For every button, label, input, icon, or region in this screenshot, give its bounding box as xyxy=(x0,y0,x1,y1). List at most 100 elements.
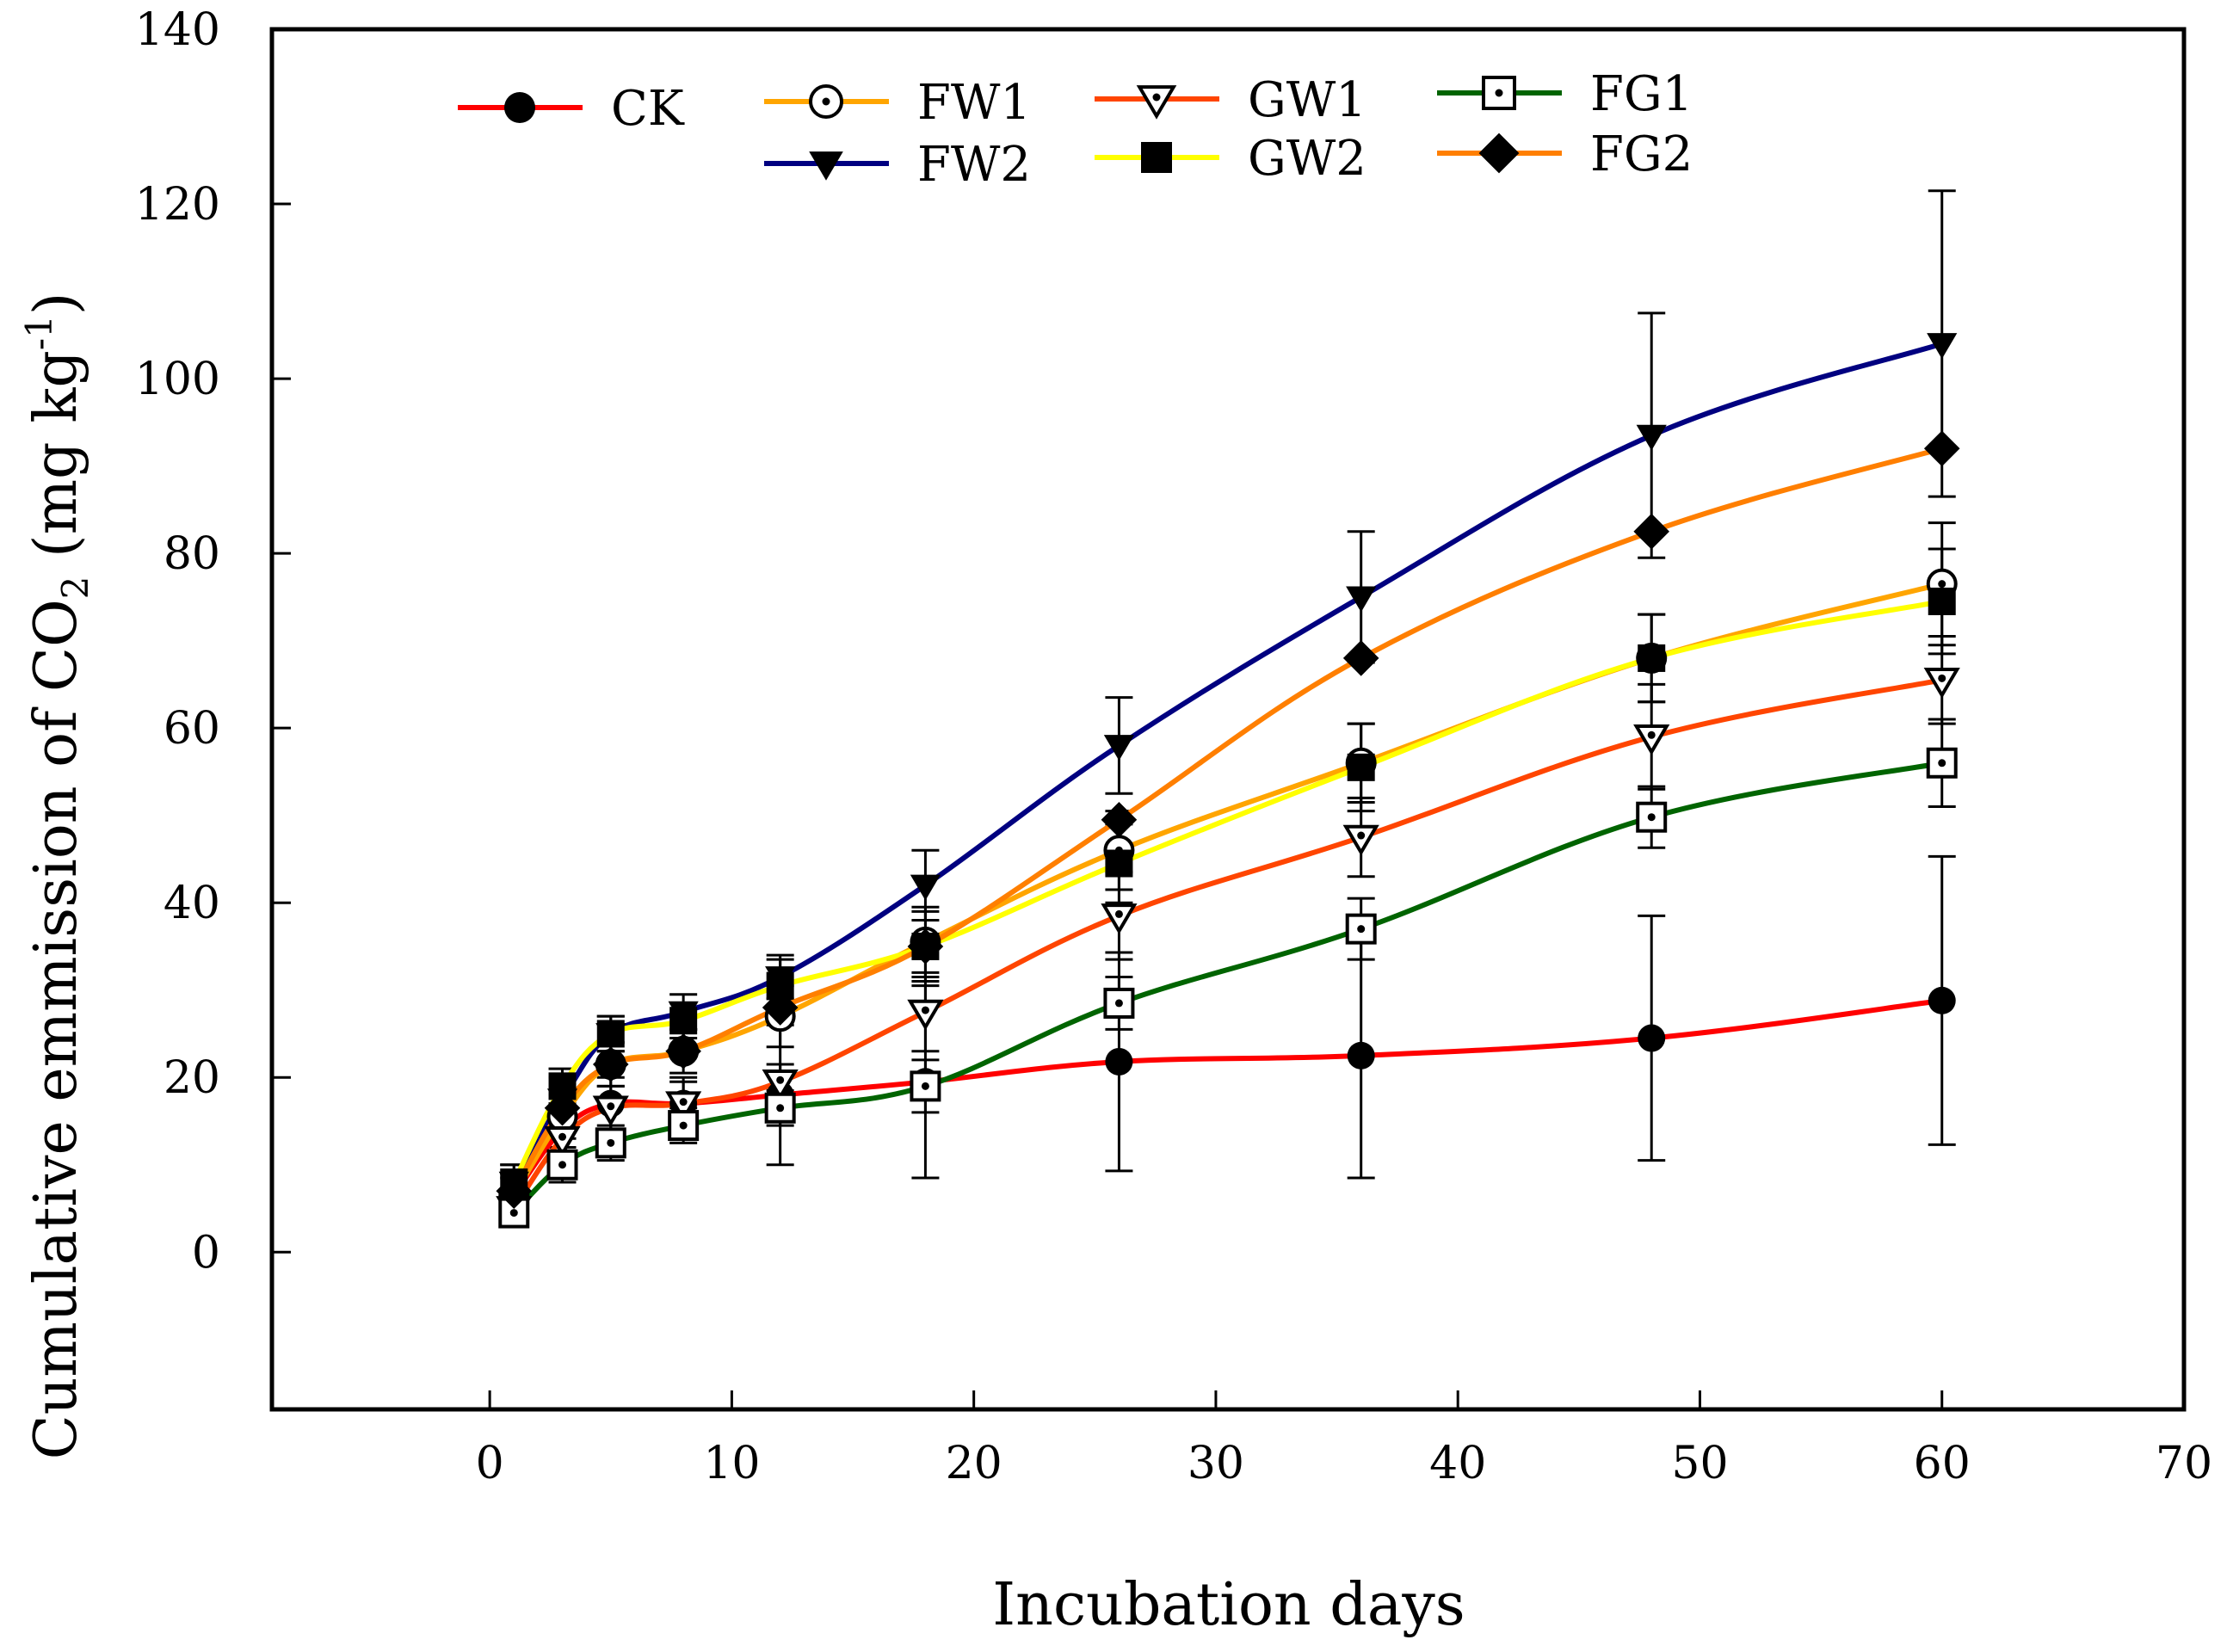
data-point-gw2 xyxy=(1638,644,1666,672)
marker-dot xyxy=(1938,674,1946,682)
y-tick-label: 100 xyxy=(135,354,220,405)
y-tick-label: 60 xyxy=(163,703,220,755)
marker-shape xyxy=(1346,586,1377,613)
marker-shape xyxy=(1103,735,1135,761)
data-point-fg1 xyxy=(668,1110,700,1142)
marker-shape xyxy=(1633,724,1670,755)
data-point-fg2 xyxy=(1342,640,1379,676)
x-tick-label: 20 xyxy=(946,1438,1002,1489)
marker-shape xyxy=(809,151,843,181)
marker-dot xyxy=(558,1161,567,1169)
marker-shape xyxy=(1141,142,1172,173)
marker-shape xyxy=(1928,587,1956,615)
legend-marker xyxy=(809,151,843,181)
marker-shape xyxy=(907,928,944,965)
x-tick-label: 70 xyxy=(2156,1438,2212,1489)
marker-shape xyxy=(544,1089,581,1126)
marker-dot xyxy=(558,1132,567,1141)
marker-dot xyxy=(607,1138,615,1147)
data-point-gw1 xyxy=(762,1069,799,1100)
data-point-fg1 xyxy=(764,1092,796,1124)
data-point-fw2 xyxy=(910,874,941,901)
legend-marker xyxy=(1141,142,1172,173)
marker-shape xyxy=(1342,640,1379,676)
marker-shape xyxy=(762,1069,799,1100)
marker-shape xyxy=(1105,1047,1133,1076)
marker-shape xyxy=(907,999,944,1031)
axes-layer: 0 10 20 30 40 50 60 70 0 20 40 60 80 100 120 140 xyxy=(135,4,2212,1489)
plot-frame xyxy=(269,27,2187,1412)
y-axis-title: Cumulative emmission of CO2 (mg kg-1) xyxy=(18,293,96,1460)
marker-shape xyxy=(596,1020,625,1048)
y-axis-title-sup: -1 xyxy=(18,315,60,350)
data-point-fg1 xyxy=(1926,747,1958,779)
marker-shape xyxy=(1923,667,1960,699)
legend-label: FW2 xyxy=(917,137,1031,193)
data-point-fg1 xyxy=(1636,801,1668,833)
data-point-gw1 xyxy=(1101,903,1138,934)
y-axis-title-main: Cumulative emmission of CO xyxy=(22,599,90,1459)
data-point-fg1 xyxy=(1103,987,1135,1019)
data-point-fg1 xyxy=(910,1070,941,1102)
data-point-fg2 xyxy=(496,1173,533,1210)
data-point-fg2 xyxy=(762,989,799,1026)
x-axis-title: Incubation days xyxy=(992,1571,1465,1639)
y-tick-label: 40 xyxy=(163,878,220,929)
marker-shape xyxy=(1927,333,1958,360)
legend-item-gw2: GW2 xyxy=(1095,131,1366,187)
data-point-fg1 xyxy=(546,1149,578,1180)
marker-dot xyxy=(607,1102,615,1111)
y-tick-label: 140 xyxy=(135,4,220,56)
data-point-gw2 xyxy=(596,1020,625,1048)
marker-dot xyxy=(921,1006,929,1014)
marker-shape xyxy=(1478,133,1520,174)
marker-dot xyxy=(776,1104,785,1113)
data-point-fg2 xyxy=(1101,801,1138,838)
marker-shape xyxy=(665,1032,701,1069)
data-point-gw1 xyxy=(1342,824,1379,856)
data-point-fg1 xyxy=(595,1127,626,1159)
y-axis-title-unit: (mg kg xyxy=(22,350,90,576)
marker-shape xyxy=(1101,903,1138,934)
data-point-gw2 xyxy=(1928,587,1956,615)
legend-item-fw1: FW1 xyxy=(764,75,1031,131)
legend-item-fw2: FW2 xyxy=(764,137,1031,193)
marker-shape xyxy=(1638,1024,1666,1052)
x-tick-label: 0 xyxy=(476,1438,504,1489)
marker-dot xyxy=(1938,759,1946,767)
legend-label: FG1 xyxy=(1590,66,1693,122)
y-tick-label: 80 xyxy=(163,528,220,580)
y-tick-label: 20 xyxy=(163,1052,220,1104)
legend-label: GW1 xyxy=(1248,72,1366,128)
data-point-ck xyxy=(1347,1041,1375,1069)
y-tick-label: 120 xyxy=(135,179,220,231)
marker-layer xyxy=(496,333,1960,1229)
marker-shape xyxy=(1105,849,1133,878)
marker-shape xyxy=(1342,824,1379,856)
data-point-ck xyxy=(1928,986,1956,1014)
data-point-gw1 xyxy=(665,1091,702,1123)
data-point-ck xyxy=(1105,1047,1133,1076)
marker-dot xyxy=(1647,730,1656,739)
data-point-fw2 xyxy=(1927,333,1958,360)
data-point-ck xyxy=(1638,1024,1666,1052)
marker-shape xyxy=(1923,430,1960,467)
data-point-gw1 xyxy=(544,1125,581,1157)
marker-shape xyxy=(1101,801,1138,838)
marker-dot xyxy=(679,1098,688,1106)
legend-item-ck: CK xyxy=(458,81,685,137)
legend-marker xyxy=(504,92,535,123)
data-point-fg2 xyxy=(592,1046,629,1082)
marker-shape xyxy=(1928,986,1956,1014)
legend-item-gw1: GW1 xyxy=(1095,72,1366,128)
data-point-gw2 xyxy=(1347,753,1375,781)
data-point-fw2 xyxy=(1346,586,1377,613)
legend-label: GW2 xyxy=(1248,131,1366,187)
marker-dot xyxy=(1114,999,1123,1008)
marker-dot xyxy=(1152,93,1161,102)
marker-dot xyxy=(1114,909,1123,918)
x-tick-label: 60 xyxy=(1914,1438,1971,1489)
data-point-fg2 xyxy=(544,1089,581,1126)
marker-dot xyxy=(776,1076,785,1084)
